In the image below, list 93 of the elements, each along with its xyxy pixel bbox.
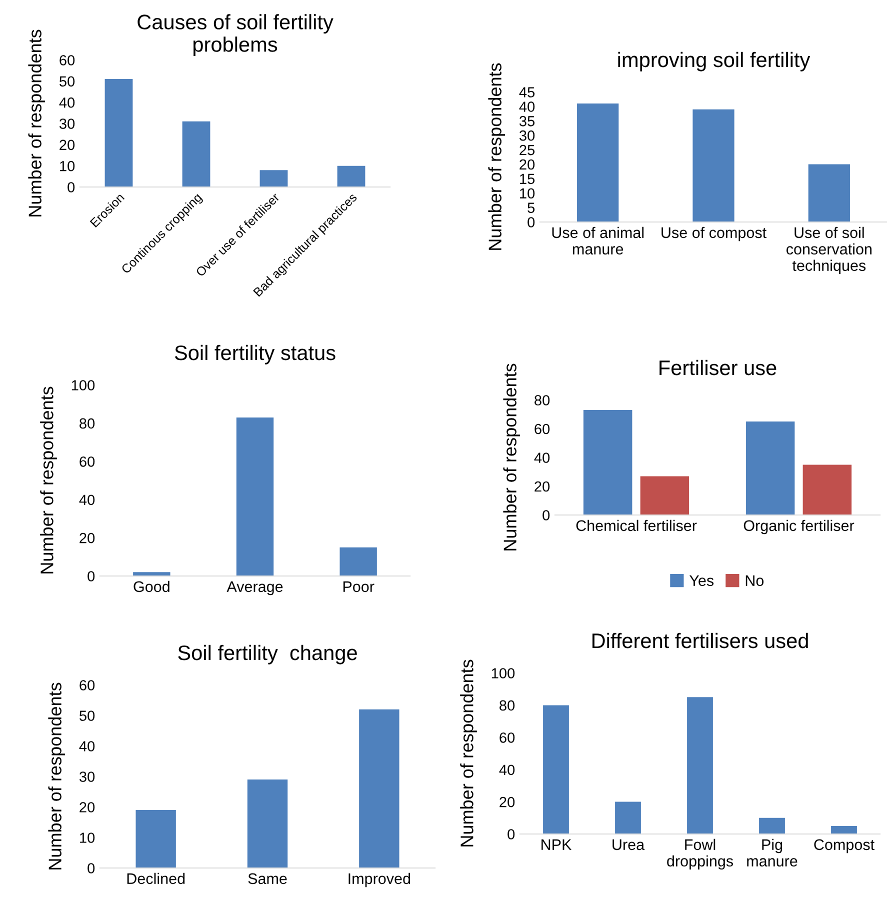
chart-title: improving soil fertility bbox=[618, 52, 810, 72]
chart-title: Fertiliser use bbox=[660, 360, 776, 376]
y-tick-label: 25 bbox=[520, 144, 535, 156]
y-tick-label: 40 bbox=[519, 102, 535, 112]
x-tick-label: Pig manure bbox=[747, 838, 798, 867]
x-tick-label: Organic fertiliser bbox=[744, 520, 854, 534]
bar bbox=[260, 170, 288, 187]
y-tick-label: 35 bbox=[519, 116, 535, 126]
x-tick-label: Average bbox=[226, 581, 283, 596]
y-tick-label: 80 bbox=[534, 395, 550, 406]
chart-title: Soil fertility status bbox=[174, 344, 336, 364]
y-tick-label: 40 bbox=[59, 97, 75, 108]
y-tick-label: 100 bbox=[72, 380, 95, 390]
y-tick-label: 60 bbox=[60, 55, 75, 66]
y-tick-label: 60 bbox=[500, 732, 515, 743]
x-tick-label: Improved bbox=[348, 872, 410, 888]
bar bbox=[615, 802, 641, 834]
bar bbox=[687, 697, 713, 834]
x-tick-label: Use of animal manure bbox=[552, 226, 644, 255]
y-tick-label: 30 bbox=[79, 772, 95, 782]
y-axis-title: Number of respondents bbox=[40, 386, 57, 574]
bar bbox=[692, 109, 734, 222]
legend-label: Yes bbox=[689, 575, 714, 586]
bar bbox=[236, 417, 274, 576]
y-tick-label: 20 bbox=[534, 481, 550, 492]
y-tick-label: 50 bbox=[80, 710, 95, 721]
y-tick-label: 60 bbox=[534, 424, 550, 434]
chart-title: Soil fertility change bbox=[178, 644, 357, 664]
y-tick-label: 20 bbox=[500, 796, 515, 808]
bar bbox=[759, 818, 785, 834]
y-tick-label: 30 bbox=[59, 118, 75, 129]
y-tick-label: 10 bbox=[60, 160, 75, 172]
y-tick-label: 50 bbox=[60, 76, 75, 87]
y-tick-label: 20 bbox=[60, 140, 75, 150]
x-tick-label: Urea bbox=[612, 839, 645, 850]
y-tick-label: 20 bbox=[520, 159, 535, 170]
y-tick-label: 40 bbox=[534, 452, 550, 463]
y-tick-label: 20 bbox=[80, 802, 95, 812]
bar bbox=[640, 476, 690, 515]
legend-label: No bbox=[746, 575, 764, 586]
y-tick-label: 40 bbox=[79, 741, 95, 752]
bar bbox=[337, 166, 366, 187]
x-tick-label: Chemical fertiliser bbox=[576, 520, 697, 532]
y-tick-label: 60 bbox=[80, 456, 95, 467]
bar bbox=[136, 810, 176, 868]
y-tick-label: 10 bbox=[520, 188, 535, 199]
bar bbox=[831, 826, 857, 834]
y-axis-title: Number of respondents bbox=[28, 30, 46, 216]
chart-title: Causes of soil fertility problems bbox=[138, 14, 334, 56]
bar bbox=[746, 422, 795, 515]
x-tick-label: Good bbox=[134, 580, 170, 592]
y-tick-label: 10 bbox=[80, 832, 95, 843]
y-tick-label: 100 bbox=[492, 668, 515, 678]
x-tick-label: Fowl droppings bbox=[667, 838, 733, 870]
y-tick-label: 45 bbox=[519, 87, 535, 98]
chart-title: Different fertilisers used bbox=[592, 632, 808, 648]
y-tick-label: 0 bbox=[542, 510, 550, 520]
bar bbox=[104, 79, 133, 187]
y-axis-title: Number of respondents bbox=[48, 682, 66, 870]
y-tick-label: 20 bbox=[80, 532, 95, 544]
bar bbox=[808, 164, 850, 222]
y-tick-label: 5 bbox=[528, 202, 535, 213]
y-tick-label: 40 bbox=[499, 764, 515, 776]
x-tick-label: Poor bbox=[343, 581, 374, 592]
y-tick-label: 40 bbox=[79, 494, 95, 506]
y-axis-title: Number of respondents bbox=[488, 63, 506, 250]
x-tick-label: Same bbox=[248, 873, 287, 884]
x-tick-label: NPK bbox=[542, 839, 572, 850]
y-tick-label: 0 bbox=[68, 182, 75, 192]
bar bbox=[802, 464, 852, 515]
bar bbox=[543, 705, 569, 834]
y-tick-label: 30 bbox=[519, 130, 535, 141]
x-tick-label: Use of soil conservation techniques bbox=[786, 226, 872, 274]
y-tick-label: 15 bbox=[520, 174, 535, 184]
y-axis-title: Number of respondents bbox=[503, 364, 520, 550]
bar bbox=[133, 572, 170, 576]
y-axis-title: Number of respondents bbox=[460, 660, 477, 846]
y-tick-label: 0 bbox=[508, 829, 515, 840]
y-tick-label: 0 bbox=[88, 863, 95, 874]
bar bbox=[247, 780, 288, 868]
x-tick-label: Declined bbox=[127, 872, 185, 884]
bar bbox=[583, 410, 632, 515]
y-tick-label: 60 bbox=[80, 680, 95, 690]
bar bbox=[359, 709, 400, 868]
bar bbox=[340, 547, 377, 576]
y-tick-label: 80 bbox=[80, 418, 95, 429]
bar bbox=[577, 104, 619, 222]
y-tick-label: 0 bbox=[528, 217, 535, 228]
y-tick-label: 0 bbox=[88, 571, 95, 582]
x-tick-label: Compost bbox=[814, 839, 874, 854]
x-tick-label: Use of compost bbox=[662, 226, 766, 242]
bar bbox=[182, 121, 210, 187]
y-tick-label: 80 bbox=[500, 700, 515, 711]
